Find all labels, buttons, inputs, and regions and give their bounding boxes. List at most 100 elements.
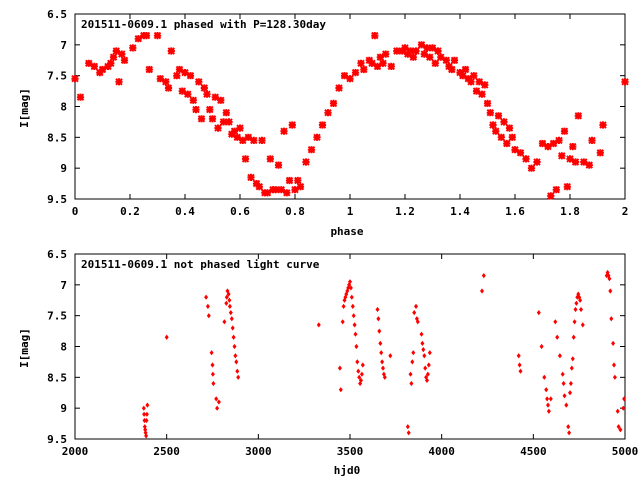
data-point: [428, 44, 437, 52]
data-point: [214, 396, 219, 402]
data-point: [346, 285, 351, 291]
data-point: [545, 396, 550, 402]
x-tick-label: 1: [347, 205, 354, 218]
data-point: [318, 121, 327, 129]
data-point: [204, 294, 209, 300]
y-tick-label: 9: [60, 162, 67, 175]
x-tick-label: 1.8: [560, 205, 580, 218]
data-point: [112, 47, 121, 55]
data-point: [343, 294, 348, 300]
y-tick-label: 6.5: [47, 248, 67, 261]
data-point: [357, 59, 365, 68]
data-point: [227, 303, 232, 309]
data-point: [340, 319, 345, 325]
data-point: [141, 405, 146, 411]
data-point: [426, 362, 431, 368]
y-tick-label: 7: [60, 279, 67, 292]
data-point: [360, 65, 368, 74]
data-point: [258, 136, 266, 145]
data-point: [346, 74, 354, 83]
data-point: [173, 71, 181, 80]
data-point: [409, 380, 414, 387]
data-point: [71, 74, 79, 83]
data-point: [427, 350, 432, 356]
data-point: [522, 155, 530, 163]
data-point: [419, 331, 424, 337]
data-point: [217, 96, 225, 105]
data-point: [505, 124, 514, 132]
data-point: [489, 121, 497, 129]
data-point: [585, 161, 594, 169]
data-point: [618, 427, 623, 433]
data-point: [539, 343, 544, 350]
data-point: [414, 303, 418, 309]
data-point: [568, 390, 572, 396]
data-point: [621, 78, 629, 86]
data-point: [206, 313, 211, 319]
data-point: [578, 297, 583, 303]
data-point: [557, 353, 562, 359]
data-point: [609, 316, 614, 322]
data-point: [563, 182, 572, 191]
data-point: [244, 133, 253, 142]
data-point: [381, 50, 390, 58]
data-point: [546, 408, 551, 414]
data-point: [549, 139, 558, 148]
data-point: [596, 149, 605, 157]
data-point: [76, 93, 85, 101]
data-point: [558, 152, 566, 160]
data-point: [547, 192, 555, 200]
data-point: [371, 31, 379, 40]
data-point: [145, 402, 150, 408]
data-point: [175, 65, 184, 74]
data-point: [569, 142, 577, 151]
data-point: [189, 96, 198, 105]
y-tick-label: 8: [60, 101, 67, 114]
data-point: [225, 118, 233, 126]
data-point: [354, 343, 359, 350]
data-point: [616, 424, 621, 430]
data-point: [516, 149, 525, 157]
data-point: [442, 56, 451, 65]
data-point: [236, 124, 244, 132]
data-point: [553, 319, 558, 325]
data-point: [481, 81, 489, 89]
x-tick-label: 1.4: [450, 205, 470, 218]
data-point: [109, 53, 118, 61]
data-point: [518, 368, 523, 374]
data-point: [606, 273, 611, 279]
data-point: [115, 78, 123, 86]
data-point: [353, 331, 358, 337]
data-point: [580, 322, 585, 328]
data-points: [71, 31, 629, 200]
data-point: [486, 108, 495, 117]
data-point: [235, 368, 240, 374]
data-point: [423, 365, 428, 371]
data-point: [612, 362, 616, 368]
data-point: [224, 300, 229, 306]
phased-light-curve-chart: 0 0.2 0.4 0.6 0.8 1 1.2 1.4 1.6 1.8 2 6.5 7 7.5 8 8.5 9…: [18, 8, 629, 238]
data-point: [533, 158, 541, 166]
data-point: [227, 297, 232, 303]
data-point: [401, 44, 409, 52]
data-point: [555, 136, 563, 145]
data-point: [142, 411, 147, 417]
data-point: [230, 325, 235, 331]
data-point: [153, 31, 162, 40]
y-axis: 6.5 7 7.5 8 8.5 9 9.5: [47, 248, 625, 446]
data-point: [144, 433, 149, 439]
data-point: [573, 306, 578, 313]
data-point: [272, 185, 280, 194]
data-point: [222, 108, 231, 117]
data-point: [192, 105, 200, 114]
data-point: [357, 374, 362, 380]
data-point: [208, 115, 217, 123]
data-point: [134, 34, 143, 43]
data-point: [481, 273, 486, 279]
data-point: [186, 71, 195, 80]
data-point: [162, 78, 170, 86]
data-point: [266, 155, 275, 163]
data-point: [569, 365, 574, 371]
data-point: [230, 127, 239, 135]
